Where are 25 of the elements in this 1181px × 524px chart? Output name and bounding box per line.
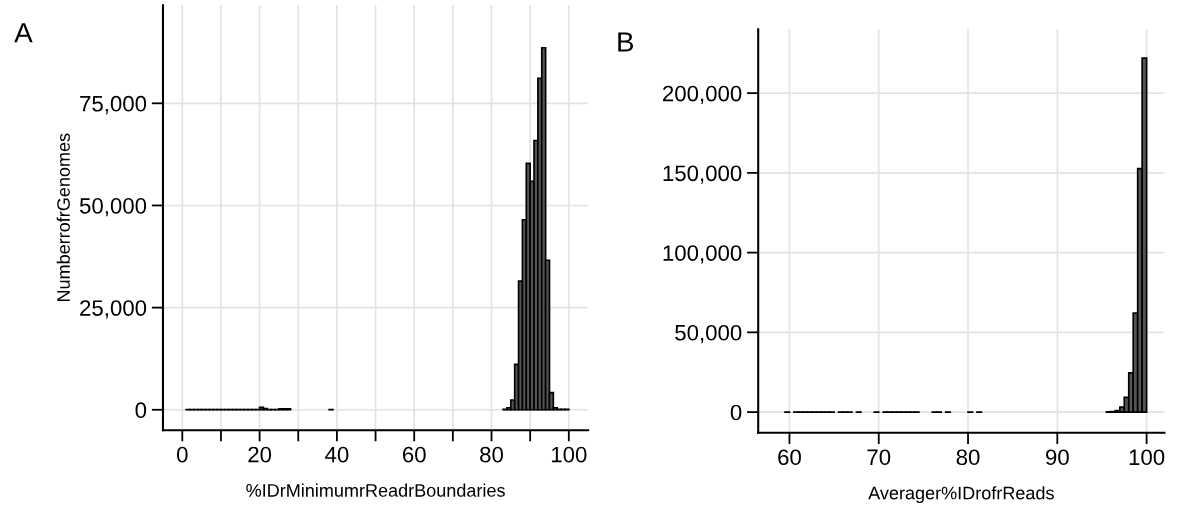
y-tick-label: 100,000 [663,245,742,264]
chart-title: B [618,32,634,52]
y-tick-label: 25,000 [80,300,147,319]
x-axis-title: Averager%IDrofrReads [868,486,1054,504]
y-tick-label: 0 [135,402,147,419]
y-axis-title: NumberrofrGenomes [56,133,70,302]
x-tick-label: 80 [956,449,980,466]
x-tick-label: 20 [248,446,272,463]
x-axis-title: %IDrMinimumrReadrBoundaries [246,483,505,497]
x-tick-label: 80 [480,446,503,463]
chart-title: A [14,23,33,43]
x-tick-label: 60 [402,446,426,463]
x-tick-label: 0 [176,446,188,463]
x-tick-label: 90 [1046,449,1069,466]
y-tick-label: 50,000 [79,198,147,217]
x-tick-label: 60 [778,449,801,466]
y-tick-label: 200,000 [663,85,742,105]
y-tick-label: 75,000 [80,95,147,115]
x-tick-label: 70 [867,449,891,466]
y-tick-label: 150,000 [663,165,742,184]
x-tick-label: 40 [325,446,349,463]
y-tick-label: 50,000 [675,324,742,344]
y-tick-label: 0 [730,404,742,421]
x-tick-label: 100 [551,446,587,463]
x-tick-label: 100 [1129,449,1165,466]
